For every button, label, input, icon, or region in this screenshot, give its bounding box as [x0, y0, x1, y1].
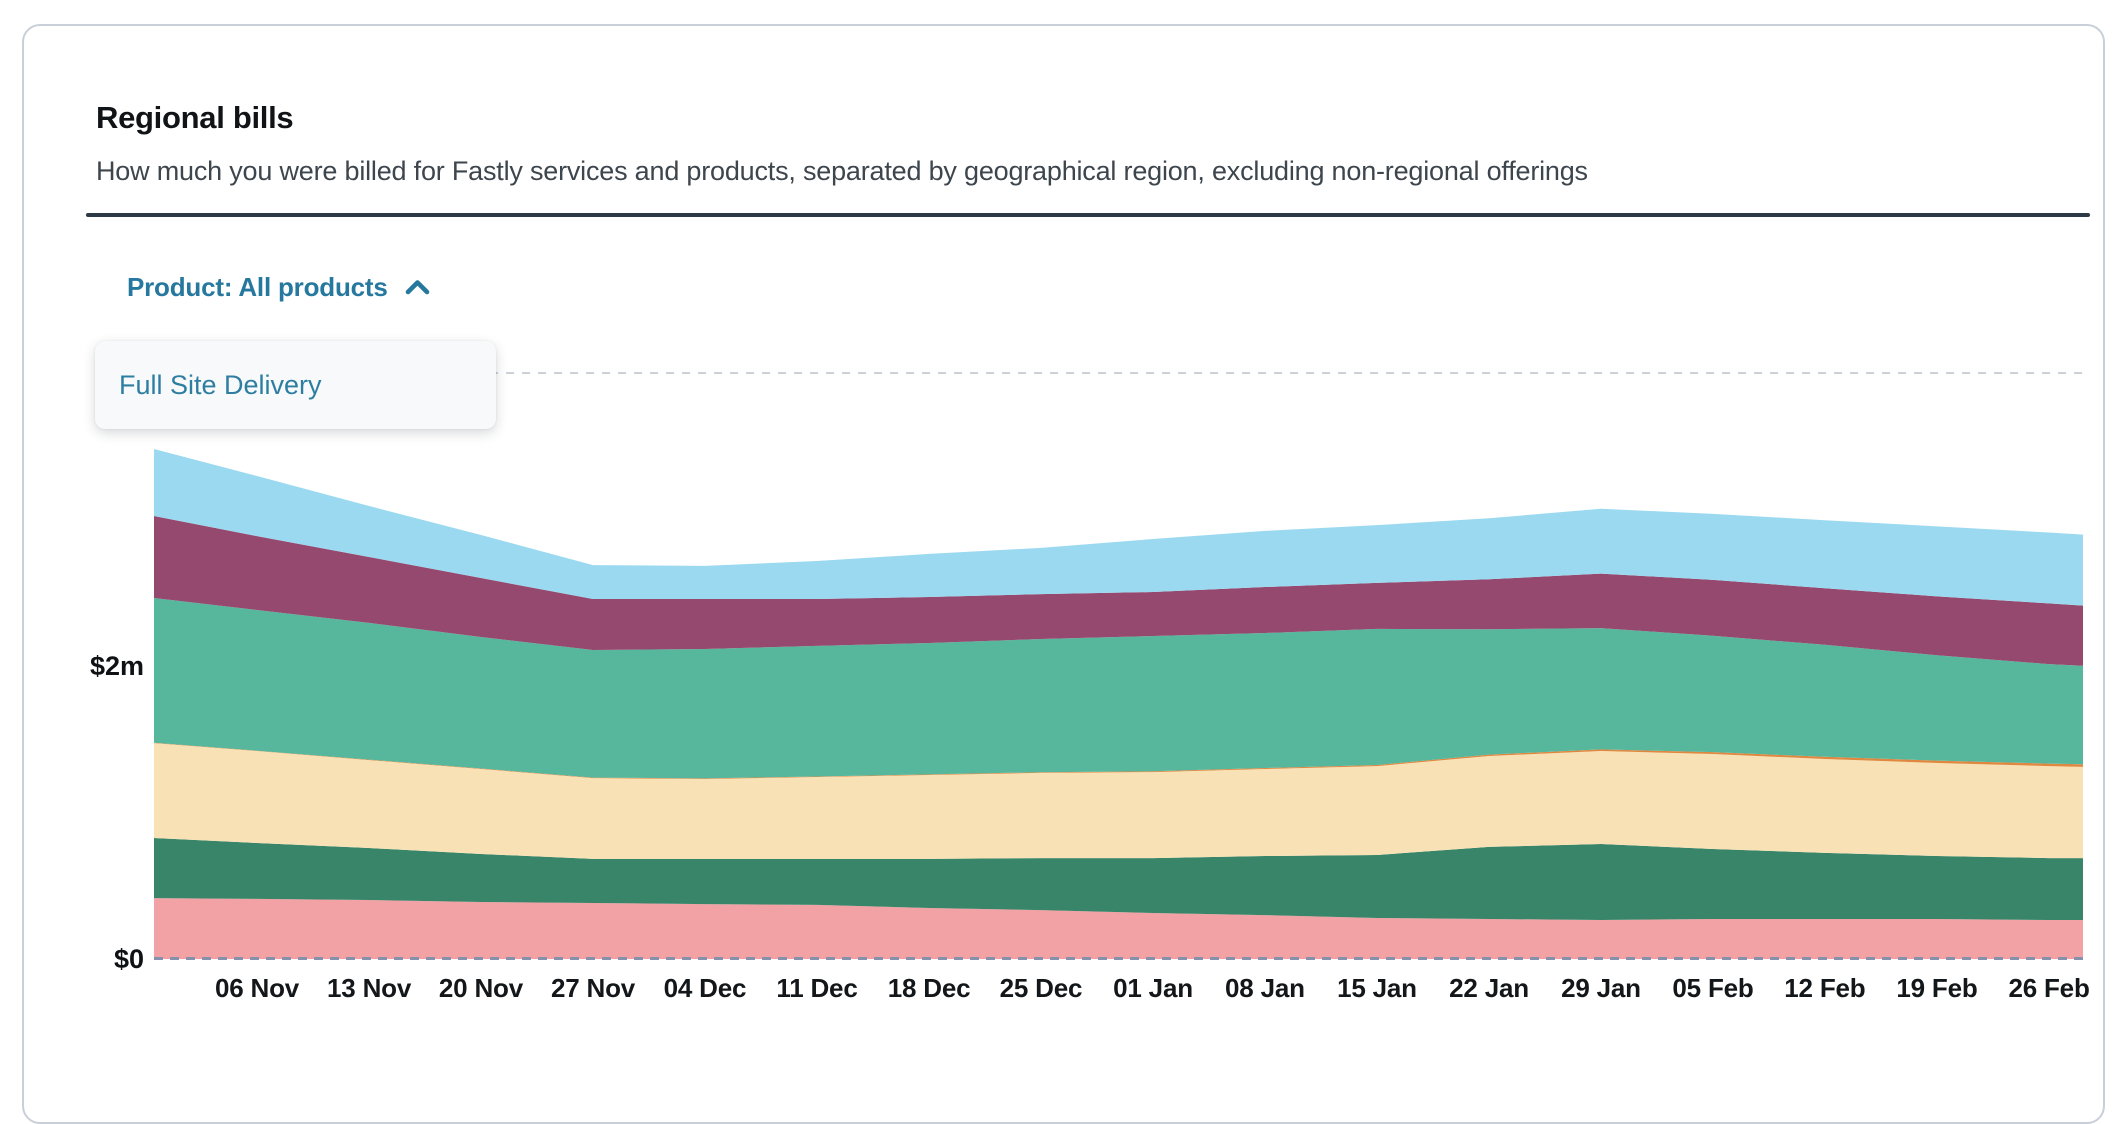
page-subtitle: How much you were billed for Fastly serv…: [96, 156, 1588, 186]
x-axis-tick-label: 15 Jan: [1337, 973, 1417, 1003]
stacked-area-chart[interactable]: [154, 426, 2083, 963]
x-axis-tick-label: 12 Feb: [1784, 973, 1866, 1003]
x-axis-tick-label: 18 Dec: [887, 973, 971, 1003]
dropdown-item[interactable]: Full Site Delivery: [119, 369, 322, 400]
band-dark-green: [154, 838, 2083, 920]
gridline: [154, 372, 2083, 374]
band-cream: [154, 743, 2083, 859]
product-filter-button[interactable]: Product: All products: [127, 272, 431, 303]
x-axis-tick-label: 06 Nov: [214, 973, 300, 1003]
x-axis-tick-label: 26 Feb: [2008, 973, 2090, 1003]
x-axis-tick-label: 22 Jan: [1449, 973, 1529, 1003]
page-title: Regional bills: [96, 100, 294, 135]
x-axis-tick-label: 08 Jan: [1225, 973, 1305, 1003]
x-axis-tick-label: 13 Nov: [327, 973, 412, 1003]
x-axis-tick-label: 25 Dec: [999, 973, 1083, 1003]
zero-axis-line: [154, 957, 2083, 960]
product-filter-label: Product: All products: [127, 272, 388, 302]
regional-bills-card: Regional bills How much you were billed …: [22, 24, 2105, 1124]
band-sky-blue: [154, 449, 2083, 606]
band-salmon: [154, 898, 2083, 959]
x-axis-tick-label: 01 Jan: [1113, 973, 1193, 1003]
chevron-up-icon: [404, 278, 431, 300]
x-axis-tick-label: 19 Feb: [1896, 973, 1978, 1003]
band-orange: [154, 742, 2083, 779]
x-axis-tick-label: 11 Dec: [776, 973, 858, 1003]
x-axis-tick-label: 05 Feb: [1672, 973, 1754, 1003]
x-axis-tick-label: 27 Nov: [551, 973, 636, 1003]
section-divider: [86, 213, 2090, 217]
y-axis-tick-label: $2m: [89, 651, 144, 681]
y-axis-tick-label: $0: [113, 944, 144, 974]
band-maroon: [154, 516, 2083, 666]
x-axis-tick-label: 29 Jan: [1561, 973, 1641, 1003]
x-axis-tick-label: 20 Nov: [438, 973, 523, 1003]
band-teal: [154, 598, 2083, 779]
product-dropdown-menu: Full Site Delivery: [95, 341, 496, 429]
x-axis-tick-label: 04 Dec: [663, 973, 747, 1003]
